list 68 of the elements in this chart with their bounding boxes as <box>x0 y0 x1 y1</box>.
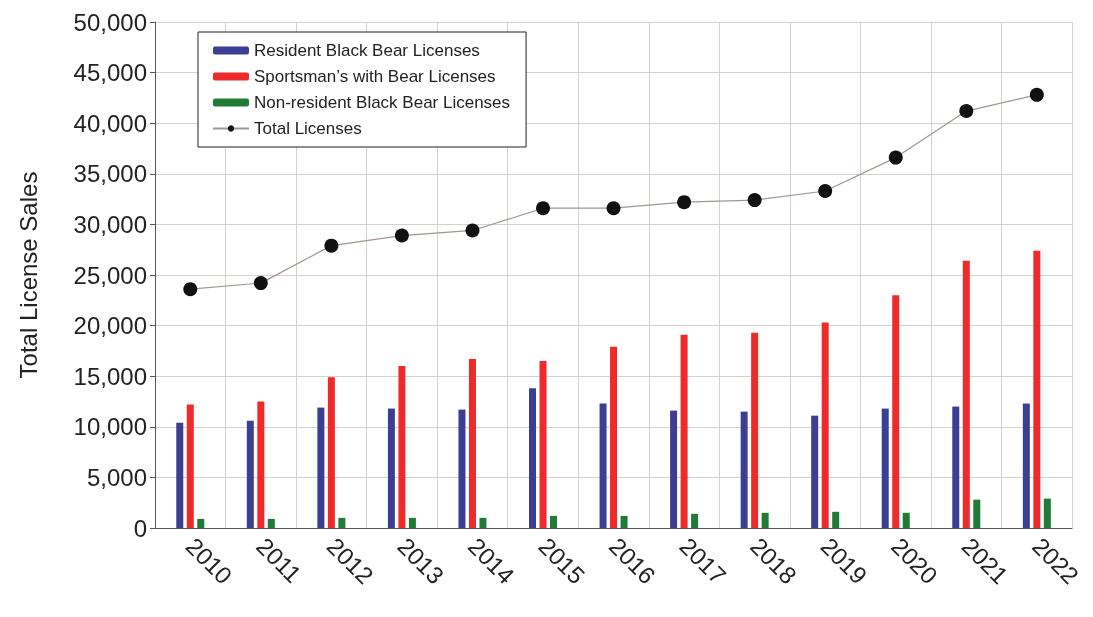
point <box>677 195 692 210</box>
bar <box>973 499 981 528</box>
point <box>465 223 480 238</box>
bar <box>952 406 960 528</box>
bar <box>327 377 335 528</box>
bar <box>832 511 840 528</box>
bar <box>962 260 970 528</box>
bar <box>246 420 254 528</box>
y-tick-label: 35,000 <box>73 160 147 188</box>
bar <box>267 518 275 528</box>
bar <box>539 361 547 528</box>
bar <box>821 322 829 528</box>
point <box>1029 87 1044 102</box>
bar <box>529 388 536 528</box>
y-tick-label: 20,000 <box>73 312 147 340</box>
bar <box>740 411 748 528</box>
bar <box>468 359 476 528</box>
y-tick-label: 0 <box>133 514 147 542</box>
bar <box>670 410 678 528</box>
y-tick-label: 50,000 <box>73 8 147 36</box>
bar <box>1022 403 1030 528</box>
bar <box>811 415 819 528</box>
y-tick-label: 45,000 <box>73 59 147 87</box>
bar <box>176 422 184 528</box>
bar <box>892 295 900 528</box>
bar <box>186 404 194 528</box>
bar <box>1043 498 1051 528</box>
bar <box>197 518 205 528</box>
bar <box>1033 250 1041 528</box>
y-tick-label: 40,000 <box>73 109 147 137</box>
bar <box>387 408 395 528</box>
bar <box>620 515 628 528</box>
bar <box>257 401 265 528</box>
legend-label: Resident Black Bear Licenses <box>254 41 480 60</box>
point <box>183 282 198 297</box>
bar <box>761 512 769 528</box>
bar <box>550 515 557 528</box>
bar <box>398 366 406 528</box>
point <box>536 201 550 216</box>
bar <box>610 346 618 528</box>
y-tick-label: 10,000 <box>73 413 147 441</box>
bar <box>902 512 910 528</box>
y-tick-label: 15,000 <box>73 362 147 390</box>
bar <box>317 407 325 528</box>
bar <box>408 517 416 528</box>
point <box>324 238 339 253</box>
point <box>606 201 621 216</box>
bar <box>479 517 487 528</box>
bar <box>691 513 699 528</box>
point <box>888 150 903 165</box>
y-tick-label: 30,000 <box>73 210 147 238</box>
point <box>394 228 409 243</box>
bar <box>599 403 607 528</box>
bar <box>751 332 759 528</box>
y-axis-title: Total License Sales <box>14 171 42 379</box>
bar <box>881 408 889 528</box>
y-tick-label: 25,000 <box>73 261 147 289</box>
point <box>253 276 268 291</box>
point <box>959 104 974 119</box>
bar <box>680 334 688 528</box>
point <box>818 184 833 198</box>
bar <box>338 517 346 528</box>
legend-label: Total Licenses <box>254 119 362 138</box>
legend-label: Sportsman’s with Bear Licenses <box>254 67 496 86</box>
y-tick-label: 5,000 <box>86 463 147 491</box>
bar <box>458 409 466 528</box>
legend-label: Non-resident Black Bear Licenses <box>254 93 511 112</box>
point <box>747 193 762 208</box>
